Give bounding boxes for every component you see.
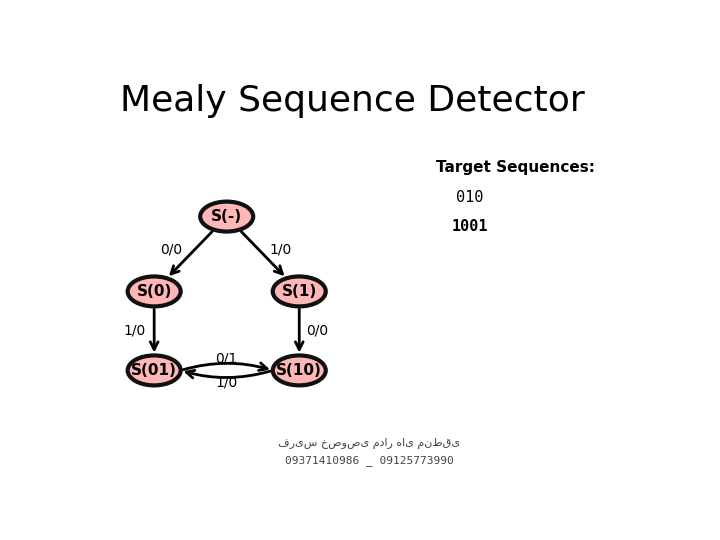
Text: 1/0: 1/0 xyxy=(270,243,292,257)
Text: 09371410986 _ 09125773990: 09371410986 _ 09125773990 xyxy=(284,455,454,466)
Ellipse shape xyxy=(273,276,325,306)
Text: 0/0: 0/0 xyxy=(160,243,182,257)
Text: S(01): S(01) xyxy=(131,363,177,378)
Ellipse shape xyxy=(273,355,325,386)
Text: Target Sequences:: Target Sequences: xyxy=(436,160,595,176)
Text: S(10): S(10) xyxy=(276,363,322,378)
Text: 010: 010 xyxy=(456,190,483,205)
Text: S(1): S(1) xyxy=(282,284,317,299)
Text: S(0): S(0) xyxy=(137,284,172,299)
Text: 1001: 1001 xyxy=(451,219,487,234)
Text: 1/0: 1/0 xyxy=(215,375,238,389)
Text: 1/0: 1/0 xyxy=(124,324,145,338)
Text: 0/0: 0/0 xyxy=(306,324,328,338)
Text: فریس خصوصی مدار های منطقی: فریس خصوصی مدار های منطقی xyxy=(278,438,460,449)
Text: 0/1: 0/1 xyxy=(215,352,238,366)
Ellipse shape xyxy=(200,201,253,232)
Ellipse shape xyxy=(127,355,181,386)
Ellipse shape xyxy=(127,276,181,306)
Text: Mealy Sequence Detector: Mealy Sequence Detector xyxy=(120,84,585,118)
Text: S(-): S(-) xyxy=(211,209,242,224)
